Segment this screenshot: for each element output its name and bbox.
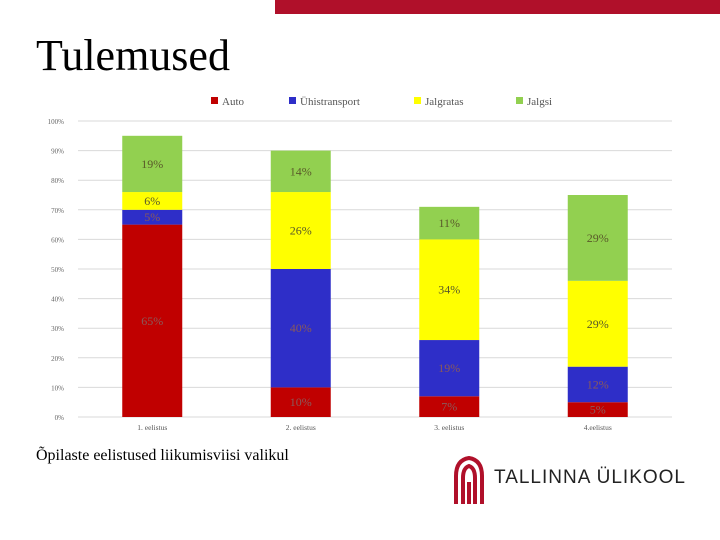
logo-emblem-icon [454, 456, 484, 504]
legend-label: Auto [222, 96, 245, 108]
bar-segment [122, 135, 183, 193]
data-label: 65% [141, 314, 163, 328]
header-rule [0, 0, 276, 14]
data-label: 12% [587, 377, 609, 391]
chart-container: 0% 10% 20% 30% 40% 50% 60% 70% 80% 90% 100% Auto Ühi… [36, 90, 680, 438]
accent-bar [275, 0, 720, 14]
y-tick-label: 90% [51, 148, 64, 156]
bar-segment [567, 280, 628, 367]
bar-segment [270, 150, 331, 193]
data-label: 29% [587, 231, 609, 245]
x-tick-label: 1. eelistus [137, 423, 167, 432]
data-label: 11% [438, 216, 460, 230]
y-tick-label: 20% [51, 355, 64, 363]
data-label: 26% [290, 224, 312, 238]
data-label: 7% [441, 400, 457, 414]
y-tick-label: 80% [51, 177, 64, 185]
y-tick-label: 50% [51, 266, 64, 274]
data-label: 34% [438, 283, 460, 297]
legend-label: Jalgsi [527, 96, 552, 108]
data-label: 5% [144, 210, 160, 224]
data-label: 6% [144, 194, 160, 208]
legend-swatch [516, 97, 523, 104]
bar-segment [567, 402, 628, 417]
legend-swatch [414, 97, 421, 104]
page-title: Tulemused [36, 31, 230, 80]
bar-segment [122, 224, 183, 417]
bar-segment [567, 366, 628, 403]
y-tick-label: 30% [51, 325, 64, 333]
stacked-bar-chart: 0% 10% 20% 30% 40% 50% 60% 70% 80% 90% 100% Auto Ühi… [48, 96, 672, 432]
y-tick-label: 40% [51, 296, 64, 304]
legend-swatch [289, 97, 296, 104]
bar-segment [419, 239, 480, 341]
legend-swatch [211, 97, 218, 104]
data-label: 14% [290, 164, 312, 178]
bar-segment [270, 387, 331, 417]
y-tick-label: 10% [51, 384, 64, 392]
data-label: 10% [290, 395, 312, 409]
legend-label: Jalgratas [425, 96, 463, 108]
y-tick-label: 0% [55, 414, 65, 422]
data-label: 19% [438, 361, 460, 375]
legend-label: Ühistransport [300, 96, 360, 108]
bar-segment [270, 192, 331, 269]
data-label: 5% [590, 403, 606, 417]
y-tick-label: 70% [51, 207, 64, 215]
bar-segment [270, 269, 331, 388]
bar-segment [419, 206, 480, 240]
university-logo: TALLINNA ÜLIKOOL [452, 456, 697, 506]
bar-segment [419, 340, 480, 397]
data-label: 19% [141, 157, 163, 171]
x-tick-label: 3. eelistus [434, 423, 464, 432]
bar-segment [122, 209, 183, 225]
chart-caption: Õpilaste eelistused liikumisviisi valiku… [36, 447, 289, 464]
bar-segment [419, 396, 480, 417]
data-label: 40% [290, 321, 312, 335]
data-label: 29% [587, 317, 609, 331]
x-tick-label: 4.eelistus [584, 423, 612, 432]
x-tick-label: 2. eelistus [286, 423, 316, 432]
y-tick-label: 100% [48, 118, 65, 126]
y-tick-label: 60% [51, 236, 64, 244]
bar-segment [567, 195, 628, 281]
logo-text: TALLINNA ÜLIKOOL [494, 467, 686, 488]
bar-segment [122, 192, 183, 210]
